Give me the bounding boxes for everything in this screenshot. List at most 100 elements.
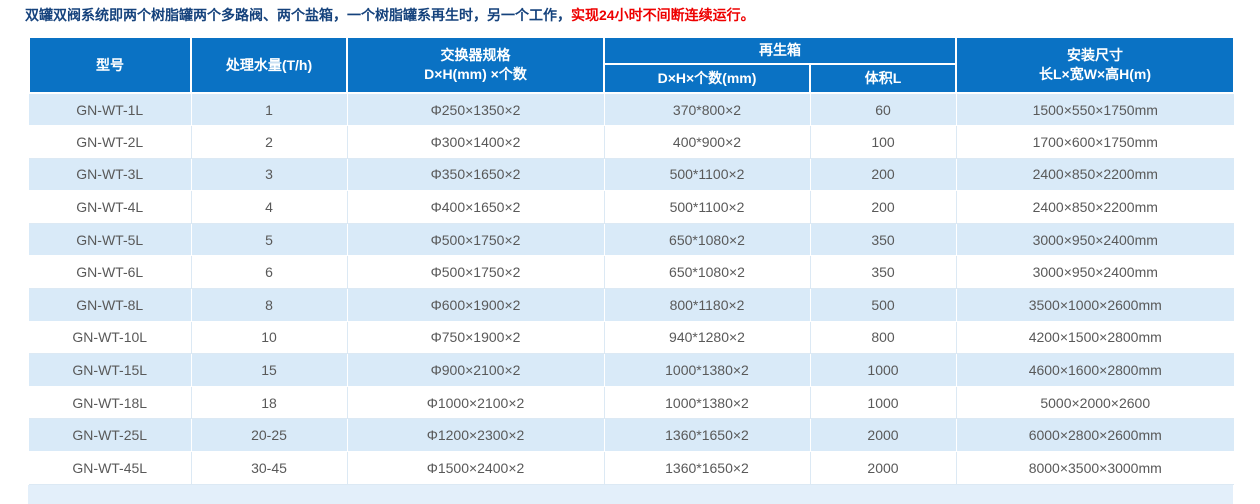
header-exchanger-line2: D×H(mm) ×个数 [424, 66, 527, 82]
cell-capacity: 18 [191, 386, 348, 420]
table-row: GN-WT-5L 5 Φ500×1750×2 650*1080×2 350 3000×95… [29, 223, 1234, 257]
cell-capacity: 6 [191, 255, 348, 290]
cell-regen-volume: 200 [810, 158, 957, 192]
cell-capacity: 1 [191, 93, 348, 127]
cell-capacity: 20-25 [191, 418, 348, 453]
table-row: GN-WT-3L 3 Φ350×1650×2 500*1100×2 200 2400×85… [29, 158, 1234, 192]
cell-regen-size: 1360*1650×2 [604, 418, 811, 453]
table-row: GN-WT-25L 20-25 Φ1200×2300×2 1360*1650×2 200… [29, 418, 1234, 453]
cell-capacity: 2 [191, 125, 348, 159]
cell-model: GN-WT-10L [29, 321, 192, 355]
table-row: GN-WT-45L 30-45 Φ1500×2400×2 1360*1650×2 200… [29, 451, 1234, 485]
header-exchanger: 交换器规格 D×H(mm) ×个数 [346, 36, 605, 94]
cell-model: GN-WT-6L [29, 255, 192, 290]
cell-model: GN-WT-4L [29, 190, 192, 224]
cell-install: 1700×600×1750mm [956, 125, 1234, 159]
cell-exchanger: Φ900×2100×2 [347, 353, 605, 387]
header-install-line1: 安装尺寸 [1067, 47, 1123, 63]
cell-regen-volume: 1000 [810, 386, 957, 420]
cell-capacity: 4 [191, 190, 348, 224]
cell-exchanger: Φ1500×2400×2 [347, 451, 605, 485]
cell-regen-size: 940*1280×2 [604, 321, 811, 355]
header-capacity: 处理水量(T/h) [190, 36, 348, 94]
cell-model: GN-WT-45L [29, 451, 192, 485]
cell-regen-volume: 100 [810, 125, 957, 159]
cell-regen-volume: 800 [810, 321, 957, 355]
cell-regen-volume: 200 [810, 190, 957, 224]
cell-model: GN-WT-8L [29, 288, 192, 322]
table-row: GN-WT-2L 2 Φ300×1400×2 400*900×2 100 1700×600… [29, 125, 1234, 159]
header-install-line2: 长L×宽W×高H(m) [1039, 66, 1151, 82]
cell-regen-volume: 350 [810, 223, 957, 257]
header-model: 型号 [28, 36, 192, 94]
cell-regen-size: 1360*1650×2 [604, 451, 811, 485]
intro-text: 双罐双阀系统即两个树脂罐两个多路阀、两个盐箱，一个树脂罐系再生时，另一个工作，实… [25, 7, 1260, 23]
cell-exchanger: Φ750×1900×2 [347, 321, 605, 355]
cell-regen-size: 800*1180×2 [604, 288, 811, 322]
cell-install: 4600×1600×2800mm [956, 353, 1234, 387]
cell-regen-size: 500*1100×2 [604, 158, 811, 192]
cell-regen-size: 370*800×2 [604, 93, 811, 127]
cell-model: GN-WT-15L [29, 353, 192, 387]
cell-exchanger: Φ300×1400×2 [347, 125, 605, 159]
cell-install: 3000×950×2400mm [956, 223, 1234, 257]
intro-normal-text: 双罐双阀系统即两个树脂罐两个多路阀、两个盐箱，一个树脂罐系再生时，另一个工作， [25, 7, 571, 23]
cell-regen-volume: 350 [810, 255, 957, 290]
cell-model: GN-WT-25L [29, 418, 192, 453]
cell-model: GN-WT-18L [29, 386, 192, 420]
table-row: GN-WT-4L 4 Φ400×1650×2 500*1100×2 200 2400×85… [29, 190, 1234, 224]
cell-regen-size: 1000*1380×2 [604, 386, 811, 420]
cell-install: 6000×2800×2600mm [956, 418, 1234, 453]
table-row: GN-WT-15L 15 Φ900×2100×2 1000*1380×2 1000 460… [29, 353, 1234, 387]
cell-capacity: 3 [191, 158, 348, 192]
table-row: GN-WT-8L 8 Φ600×1900×2 800*1180×2 500 3500×10… [29, 288, 1234, 322]
cell-install: 8000×3500×3000mm [956, 451, 1234, 485]
cell-regen-volume: 500 [810, 288, 957, 322]
cell-regen-size: 1000*1380×2 [604, 353, 811, 387]
spec-table-header: 型号 处理水量(T/h) 交换器规格 D×H(mm) ×个数 再生箱 安装尺寸 … [28, 36, 1235, 94]
cell-regen-volume: 1000 [810, 353, 957, 387]
cell-exchanger: Φ1000×2100×2 [347, 386, 605, 420]
cell-regen-size: 650*1080×2 [604, 255, 811, 290]
cell-regen-volume: 2000 [810, 451, 957, 485]
table-row: GN-WT-6L 6 Φ500×1750×2 650*1080×2 350 3000×95… [29, 255, 1234, 290]
cell-regen-volume: 60 [810, 93, 957, 127]
cell-model: GN-WT-5L [29, 223, 192, 257]
cell-model: GN-WT-2L [29, 125, 192, 159]
cell-exchanger: Φ500×1750×2 [347, 255, 605, 290]
cell-exchanger: Φ500×1750×2 [347, 223, 605, 257]
cell-exchanger: Φ1200×2300×2 [347, 418, 605, 453]
cell-install: 1500×550×1750mm [956, 93, 1234, 127]
cell-regen-volume: 2000 [810, 418, 957, 453]
header-regen-volume: 体积L [809, 63, 957, 94]
cell-capacity: 15 [191, 353, 348, 387]
cell-model: GN-WT-3L [29, 158, 192, 192]
table-bottom-strip [28, 484, 1233, 504]
cell-capacity: 10 [191, 321, 348, 355]
header-install: 安装尺寸 长L×宽W×高H(m) [955, 36, 1235, 94]
header-regen-size: D×H×个数(mm) [603, 63, 811, 94]
cell-regen-size: 400*900×2 [604, 125, 811, 159]
cell-exchanger: Φ400×1650×2 [347, 190, 605, 224]
cell-exchanger: Φ350×1650×2 [347, 158, 605, 192]
cell-install: 4200×1500×2800mm [956, 321, 1234, 355]
cell-regen-size: 500*1100×2 [604, 190, 811, 224]
cell-capacity: 5 [191, 223, 348, 257]
cell-model: GN-WT-1L [29, 93, 192, 127]
spec-table: 型号 处理水量(T/h) 交换器规格 D×H(mm) ×个数 再生箱 安装尺寸 … [28, 36, 1235, 485]
spec-table-body: GN-WT-1L 1 Φ250×1350×2 370*800×2 60 1500×550×… [29, 93, 1234, 485]
table-row: GN-WT-1L 1 Φ250×1350×2 370*800×2 60 1500×550×… [29, 93, 1234, 127]
cell-install: 2400×850×2200mm [956, 190, 1234, 224]
cell-capacity: 30-45 [191, 451, 348, 485]
cell-capacity: 8 [191, 288, 348, 322]
intro-highlight-text: 实现24小时不间断连续运行。 [571, 7, 755, 23]
cell-exchanger: Φ600×1900×2 [347, 288, 605, 322]
header-exchanger-line1: 交换器规格 [440, 47, 511, 63]
cell-install: 5000×2000×2600 [956, 386, 1234, 420]
cell-install: 3500×1000×2600mm [956, 288, 1234, 322]
cell-regen-size: 650*1080×2 [604, 223, 811, 257]
cell-install: 3000×950×2400mm [956, 255, 1234, 290]
table-row: GN-WT-10L 10 Φ750×1900×2 940*1280×2 800 4200×… [29, 321, 1234, 355]
header-regen-group: 再生箱 [603, 36, 957, 65]
table-row: GN-WT-18L 18 Φ1000×2100×2 1000*1380×2 1000 50… [29, 386, 1234, 420]
